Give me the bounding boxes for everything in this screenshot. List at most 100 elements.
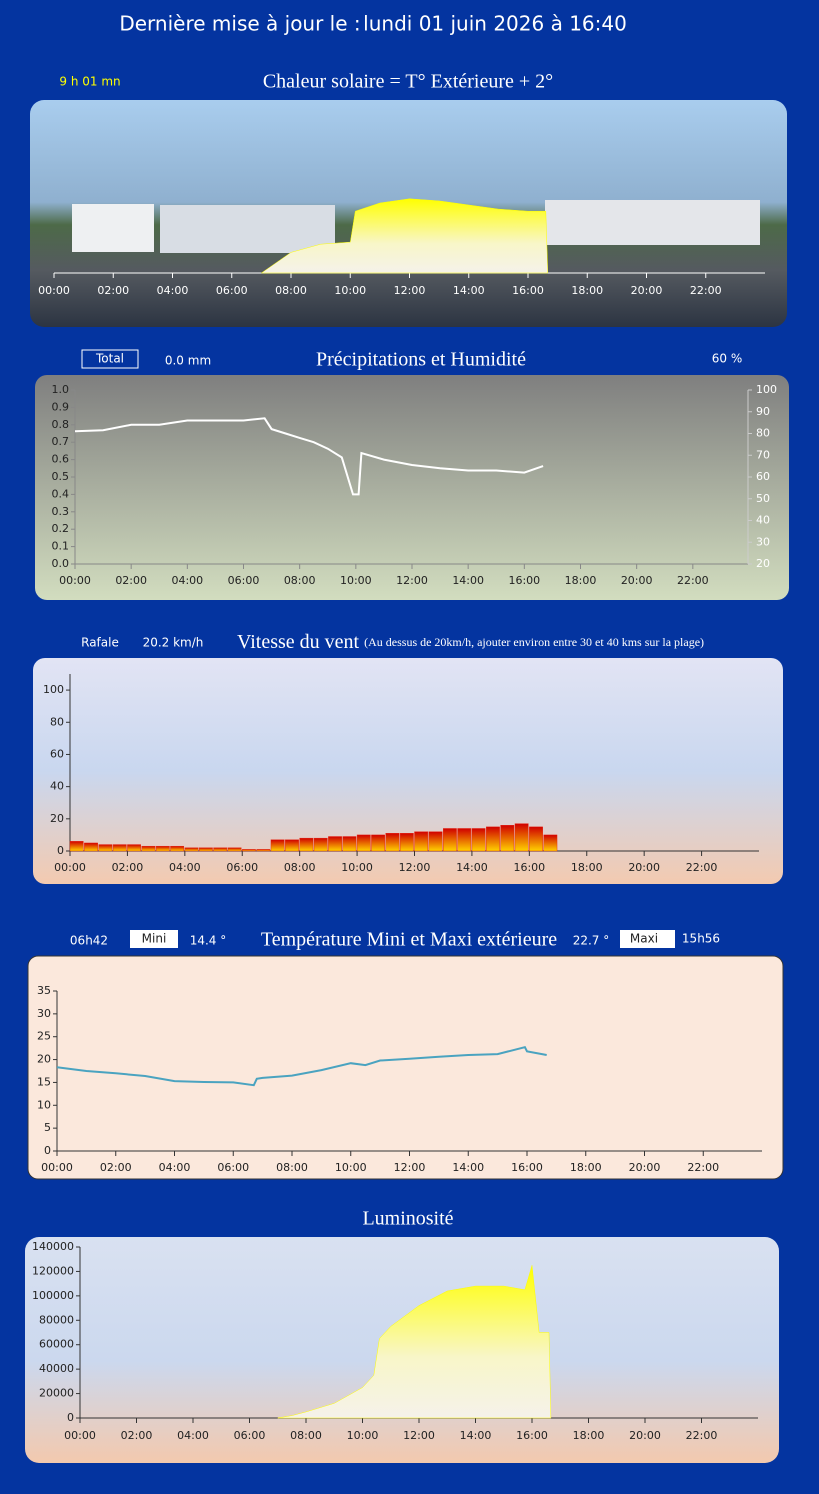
x-tick-label: 00:00	[38, 284, 70, 297]
y-tick-label: 0.8	[52, 418, 70, 431]
bar	[112, 844, 127, 852]
y2-tick-label: 60	[756, 470, 770, 483]
update-date: lundi 01 juin 2026 à 16:40	[363, 12, 627, 36]
x-tick-label: 18:00	[571, 284, 603, 297]
y-tick-label: 0.3	[52, 505, 70, 518]
bar	[98, 844, 113, 852]
bar	[170, 845, 185, 852]
x-tick-label: 10:00	[340, 574, 372, 587]
x-tick-label: 22:00	[690, 284, 722, 297]
bar	[371, 834, 385, 852]
y-tick-label: 140000	[32, 1240, 74, 1253]
bar	[285, 839, 299, 852]
bar	[428, 831, 443, 852]
update-label: Dernière mise à jour le :	[119, 12, 360, 36]
panel	[33, 658, 783, 884]
bar	[356, 834, 371, 852]
x-tick-label: 06:00	[226, 861, 258, 874]
y-tick-label: 25	[37, 1030, 51, 1043]
x-tick-label: 14:00	[456, 861, 488, 874]
x-tick-label: 18:00	[565, 574, 597, 587]
y2-tick-label: 100	[756, 383, 777, 396]
max-label: Maxi	[630, 932, 658, 946]
y2-tick-label: 70	[756, 448, 770, 461]
max-time: 15h56	[682, 932, 720, 946]
y-tick-label: 100000	[32, 1289, 74, 1302]
x-tick-label: 04:00	[159, 1161, 191, 1174]
x-tick-label: 14:00	[452, 574, 484, 587]
total-value: 0.0 mm	[165, 354, 211, 368]
x-tick-label: 12:00	[399, 861, 431, 874]
x-tick-label: 16:00	[516, 1429, 548, 1442]
x-tick-label: 12:00	[394, 1161, 426, 1174]
x-tick-label: 20:00	[621, 574, 653, 587]
y-tick-label: 60	[50, 747, 64, 760]
y2-tick-label: 80	[756, 427, 770, 440]
y-tick-label: 20	[37, 1053, 51, 1066]
bar	[313, 837, 328, 852]
x-tick-label: 08:00	[276, 1161, 308, 1174]
x-tick-label: 06:00	[217, 1161, 249, 1174]
panel	[35, 375, 789, 600]
bar	[155, 845, 170, 852]
y-tick-label: 0	[44, 1144, 51, 1157]
y-tick-label: 0.7	[52, 435, 70, 448]
x-tick-label: 22:00	[686, 1429, 718, 1442]
y-tick-label: 0.2	[52, 522, 70, 535]
x-tick-label: 18:00	[571, 861, 603, 874]
y-tick-label: 20	[50, 812, 64, 825]
y-tick-label: 0.6	[52, 453, 70, 466]
x-tick-label: 22:00	[686, 861, 718, 874]
y-tick-label: 20000	[39, 1387, 74, 1400]
bar	[471, 828, 486, 852]
bar	[198, 847, 213, 852]
x-tick-label: 06:00	[228, 574, 260, 587]
y-tick-label: 0	[57, 844, 64, 857]
x-tick-label: 06:00	[234, 1429, 266, 1442]
min-box	[130, 930, 178, 948]
y-tick-label: 120000	[32, 1264, 74, 1277]
x-tick-label: 22:00	[677, 574, 709, 587]
y-tick-label: 40000	[39, 1362, 74, 1375]
bar	[270, 839, 285, 852]
x-tick-label: 08:00	[284, 861, 316, 874]
min-label: Mini	[142, 932, 167, 946]
y-tick-label: 15	[37, 1075, 51, 1088]
total-box	[81, 349, 139, 369]
building	[160, 205, 335, 253]
bar	[399, 833, 414, 852]
x-tick-label: 02:00	[97, 284, 129, 297]
x-tick-label: 12:00	[403, 1429, 435, 1442]
x-tick-label: 04:00	[171, 574, 203, 587]
max-box	[620, 930, 675, 948]
bar	[69, 841, 84, 852]
y-tick-label: 0.1	[52, 540, 70, 553]
bar	[242, 849, 256, 852]
x-tick-label: 00:00	[54, 861, 86, 874]
bar	[256, 849, 271, 852]
y2-tick-label: 50	[756, 492, 770, 505]
x-tick-label: 10:00	[347, 1429, 379, 1442]
y-tick-label: 0.9	[52, 400, 70, 413]
max-value: 22.7 °	[573, 934, 610, 948]
bar	[127, 844, 141, 852]
building	[545, 200, 760, 245]
line	[74, 417, 544, 496]
bar	[543, 834, 558, 852]
y-tick-label: 0.5	[52, 470, 70, 483]
x-tick-label: 16:00	[508, 574, 540, 587]
bar	[84, 842, 98, 852]
chart-title: Précipitations et Humidité	[316, 349, 526, 371]
x-tick-label: 22:00	[687, 1161, 719, 1174]
bar	[529, 826, 543, 852]
subtitle: (Au dessus de 20km/h, ajouter environ en…	[364, 635, 704, 649]
x-tick-label: 16:00	[513, 861, 545, 874]
y-tick-label: 80000	[39, 1313, 74, 1326]
x-tick-label: 14:00	[452, 1161, 484, 1174]
x-tick-label: 12:00	[394, 284, 426, 297]
y-tick-label: 0.4	[52, 487, 70, 500]
x-tick-label: 20:00	[629, 1161, 661, 1174]
y2-tick-label: 30	[756, 535, 770, 548]
